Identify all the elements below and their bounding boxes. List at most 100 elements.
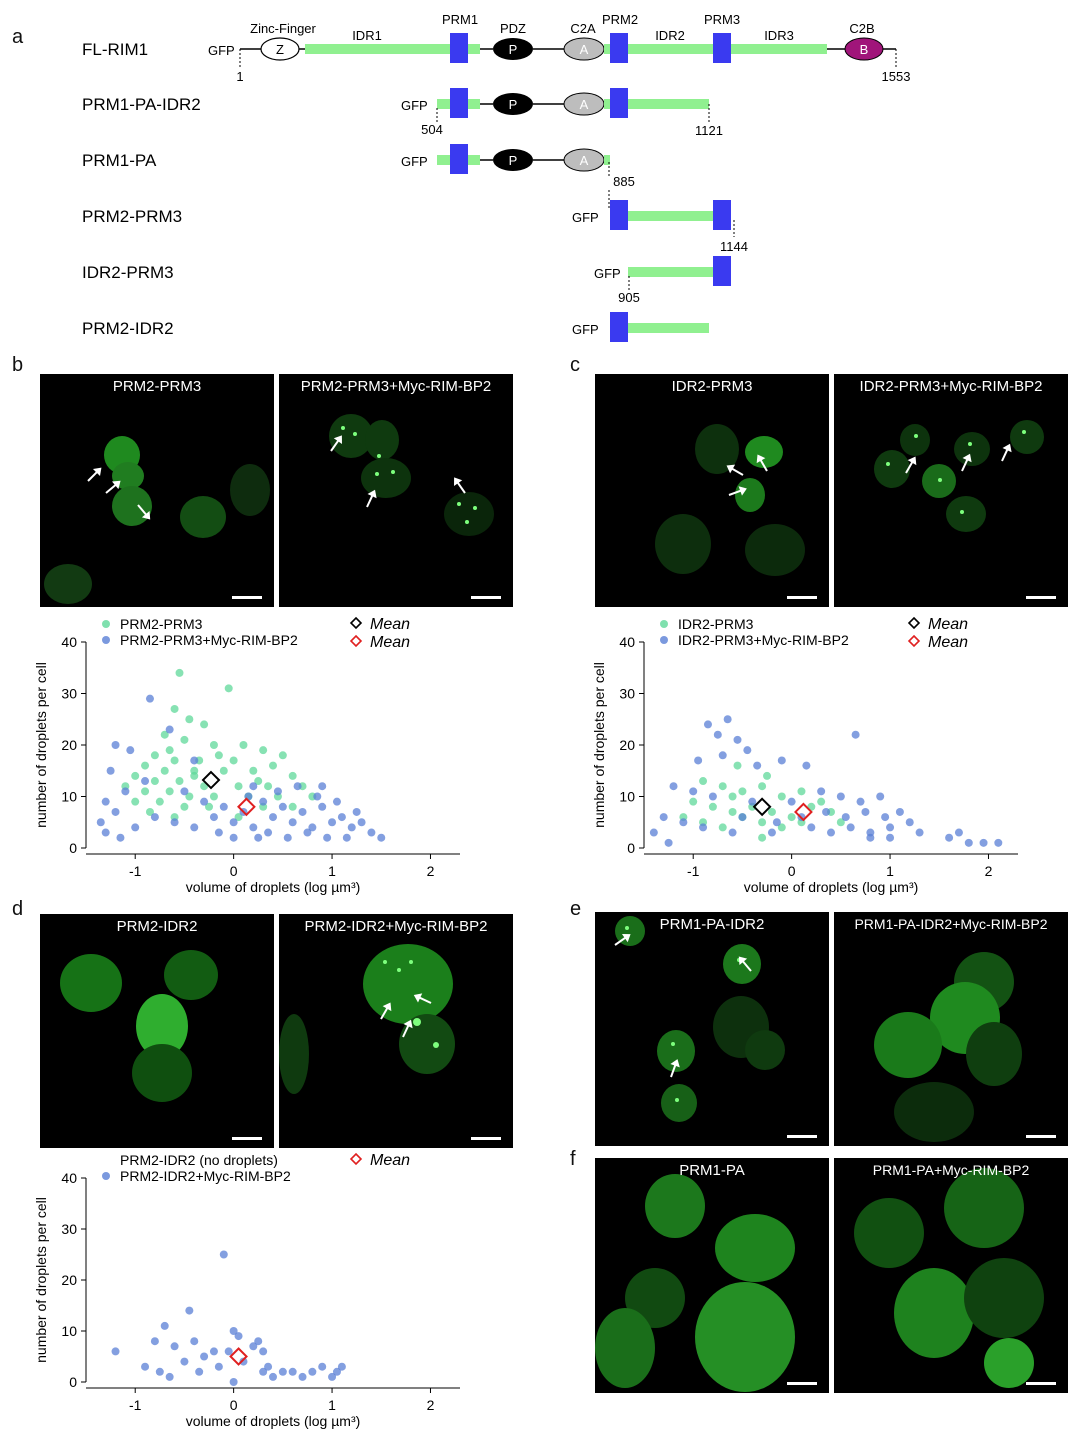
data-point (767, 828, 776, 837)
data-point (777, 792, 786, 801)
data-point (165, 1372, 174, 1381)
data-point (150, 1337, 159, 1346)
y-tick-label: 0 (69, 840, 77, 856)
data-point (200, 1352, 209, 1361)
data-point (332, 797, 341, 806)
data-point (160, 1321, 169, 1330)
panel-letter-b: b (12, 354, 24, 376)
x-tick-label: 1 (886, 863, 894, 879)
data-point (718, 782, 727, 791)
data-point (994, 838, 1003, 847)
data-point (219, 802, 228, 811)
data-point (209, 813, 218, 822)
legend-label: Mean (370, 634, 410, 651)
data-point (101, 828, 110, 837)
data-point (694, 756, 703, 765)
data-point (787, 813, 796, 822)
y-axis-label: number of droplets per cell (33, 1197, 49, 1363)
legend-marker (102, 1172, 110, 1180)
svg-text:A: A (580, 153, 589, 168)
data-point (288, 1367, 297, 1376)
pdz-domain (493, 38, 533, 60)
data-point (797, 787, 806, 796)
x-tick-label: 1 (328, 863, 336, 879)
construct-name-idr2-prm3: IDR2-PRM3 (82, 263, 174, 282)
scatter-chart-d: 0 10 20 30 40 -1 0 1 2 volume of droplets (log µm… (33, 1152, 460, 1429)
prm3-box (713, 33, 731, 63)
data-point (180, 735, 189, 744)
legend-marker (102, 620, 110, 628)
y-tick-label: 30 (61, 1221, 77, 1237)
data-point (886, 833, 895, 842)
data-point (224, 684, 233, 693)
data-point (288, 802, 297, 811)
micrograph-d1: PRM2-IDR2 (40, 914, 274, 1148)
svg-text:PDZ: PDZ (500, 21, 526, 36)
data-point (209, 741, 218, 749)
data-point (669, 782, 678, 791)
domain-diagram: FL-RIM1 PRM1-PA-IDR2 PRM1-PA PRM2-PRM3 I… (82, 12, 910, 342)
data-point (718, 823, 727, 832)
data-point (200, 797, 209, 806)
data-point (249, 766, 258, 775)
data-point (278, 1367, 287, 1376)
svg-text:P: P (509, 42, 518, 57)
x-axis-label: volume of droplets (log µm³) (186, 1413, 361, 1429)
data-point (209, 792, 218, 801)
data-point (964, 838, 973, 847)
data-point (876, 792, 885, 801)
data-point (861, 807, 870, 816)
svg-text:C2A: C2A (570, 21, 596, 36)
x-tick-label: 2 (427, 1397, 435, 1413)
data-point (259, 746, 268, 755)
data-point (170, 756, 179, 765)
data-point (214, 751, 223, 760)
y-tick-label: 0 (69, 1374, 77, 1390)
data-point (141, 1362, 150, 1371)
data-point (303, 828, 312, 837)
scatter-chart-c: 0 10 20 30 40 -1 0 1 2 volume of droplets (log µm… (591, 616, 1018, 895)
data-point (308, 823, 317, 832)
data-point (328, 1372, 337, 1381)
data-point (713, 730, 722, 739)
data-point (165, 725, 174, 734)
y-tick-label: 20 (61, 1272, 77, 1288)
svg-text:GFP: GFP (401, 154, 428, 169)
y-tick-label: 40 (61, 634, 77, 650)
data-point (141, 787, 150, 796)
legend-label: Mean (370, 1152, 410, 1169)
micrograph-b2: PRM2-PRM3+Myc-RIM-BP2 (279, 374, 513, 607)
data-point (352, 807, 361, 816)
data-point (945, 833, 954, 842)
data-point (337, 813, 346, 822)
data-point (224, 1347, 233, 1356)
data-point (708, 802, 717, 811)
data-point (836, 818, 845, 827)
data-point (180, 802, 189, 811)
legend-label: IDR2-PRM3 (678, 616, 754, 632)
construct-name-prm2-prm3: PRM2-PRM3 (82, 207, 182, 226)
data-point (101, 797, 110, 806)
y-tick-label: 10 (619, 789, 635, 805)
data-point (822, 807, 831, 816)
svg-text:905: 905 (618, 290, 640, 305)
x-tick-label: -1 (129, 863, 142, 879)
data-point (313, 792, 322, 801)
data-point (170, 704, 179, 713)
data-point (96, 818, 105, 827)
legend-marker (907, 616, 921, 630)
data-point (190, 1337, 199, 1346)
panel-letter-c: c (570, 354, 580, 376)
data-point (234, 782, 243, 791)
data-point (160, 730, 169, 739)
svg-text:1144: 1144 (720, 239, 748, 254)
x-tick-label: 0 (788, 863, 796, 879)
data-point (165, 787, 174, 796)
data-point (787, 797, 796, 806)
data-point (190, 756, 199, 765)
data-point (150, 777, 159, 786)
data-point (664, 838, 673, 847)
panel-letter-e: e (570, 898, 582, 920)
data-point (219, 766, 228, 775)
prm1-box (450, 33, 468, 63)
